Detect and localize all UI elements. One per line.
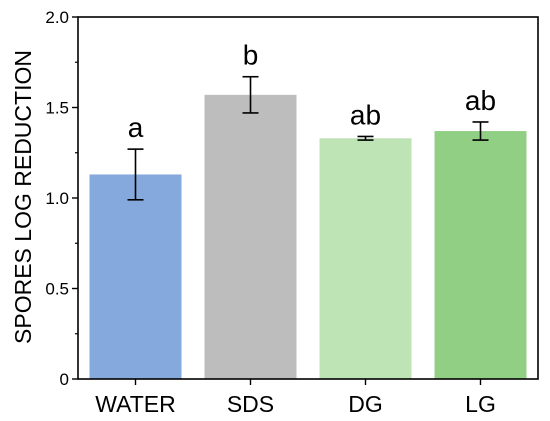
y-tick-label: 1.0: [45, 189, 69, 208]
x-tick-label-sds: SDS: [227, 391, 274, 417]
bar-lg: [434, 131, 527, 379]
bar-dg: [319, 138, 412, 379]
x-tick-label-water: WATER: [95, 391, 176, 417]
bar-sds: [204, 94, 297, 379]
significance-label-water: a: [128, 112, 144, 143]
y-tick-label: 2.0: [45, 8, 69, 27]
y-tick-label: 0: [60, 370, 69, 389]
significance-label-dg: ab: [350, 99, 381, 130]
y-tick-label: 1.5: [45, 99, 69, 118]
bar-water: [89, 174, 182, 379]
axes: WATER SDS DG LG 0 0.5 1.0 1.5 2.0: [45, 8, 539, 417]
x-tick-label-lg: LG: [465, 391, 496, 417]
significance-label-sds: b: [243, 40, 259, 71]
y-tick-label: 0.5: [45, 280, 69, 299]
x-tick-label-dg: DG: [348, 391, 383, 417]
y-axis-label: SPORES LOG REDUCTION: [10, 50, 36, 344]
significance-label-lg: ab: [465, 85, 496, 116]
